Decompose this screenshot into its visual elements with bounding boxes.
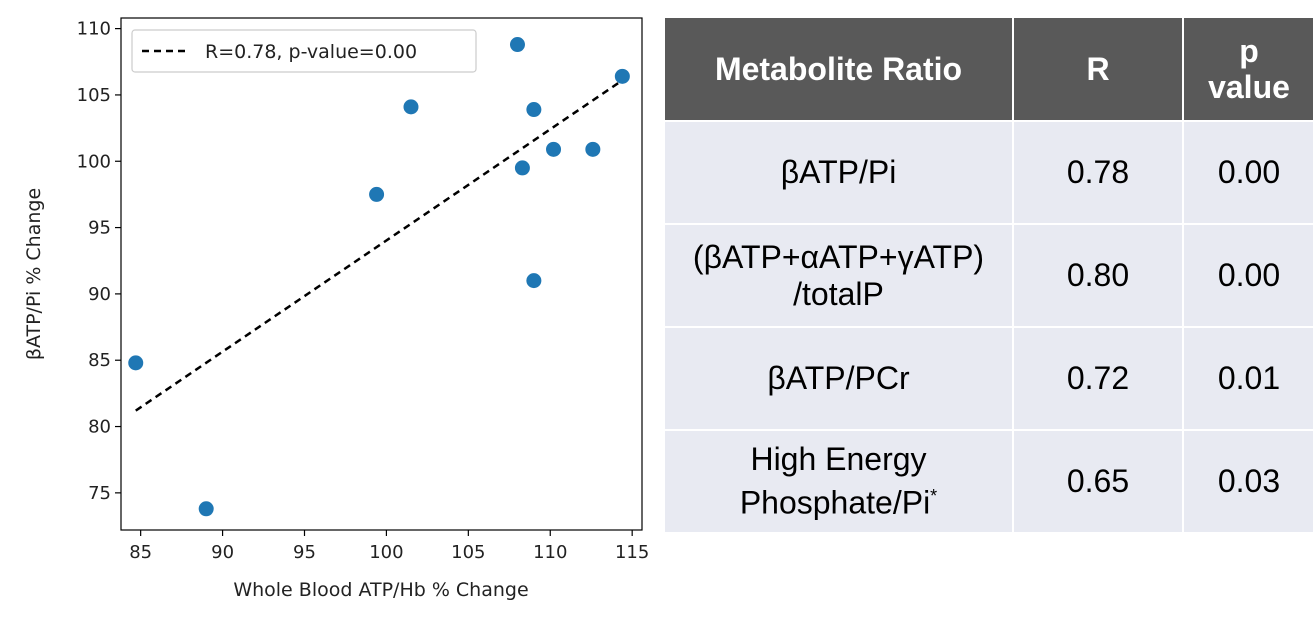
r-cell: 0.80 <box>1013 223 1184 327</box>
ratio-text: βATP/Pi <box>780 154 897 190</box>
header-p-value: p value <box>1183 18 1313 121</box>
y-axis-ticks: 75 80 85 90 95 100 105 110 <box>77 19 121 504</box>
p-cell: 0.00 <box>1183 223 1313 327</box>
scatter-point <box>198 501 214 517</box>
scatter-point <box>614 68 630 84</box>
x-tick-label: 105 <box>451 542 485 563</box>
legend: R=0.78, p-value=0.00 <box>131 29 477 73</box>
scatter-point <box>403 99 419 115</box>
x-tick-label: 85 <box>129 542 152 563</box>
r-cell: 0.72 <box>1013 326 1184 430</box>
y-tick-label: 80 <box>88 417 111 438</box>
ratio-cell: βATP/PCr <box>665 326 1014 430</box>
table-row: βATP/PCr 0.72 0.01 <box>665 326 1313 430</box>
y-tick-label: 105 <box>77 85 111 106</box>
x-tick-label: 100 <box>369 542 403 563</box>
correlation-table: Metabolite Ratio R p value βATP/Pi 0.78 … <box>665 18 1313 532</box>
table-row: βATP/Pi 0.78 0.00 <box>665 120 1313 224</box>
scatter-point <box>509 37 525 53</box>
table-header-row: Metabolite Ratio R p value <box>665 18 1313 121</box>
fit-line <box>135 79 624 412</box>
r-cell: 0.65 <box>1013 429 1184 532</box>
ratio-text: (βATP+αATP+γATP) <box>692 238 985 275</box>
ratio-text-line2: /totalP <box>793 275 884 312</box>
x-axis-ticks: 85 90 95 100 105 110 115 <box>129 530 649 563</box>
y-tick-label: 95 <box>88 218 111 239</box>
correlation-table-container: Metabolite Ratio R p value βATP/Pi 0.78 … <box>665 18 1313 532</box>
table-row: High Energy Phosphate/Pi* 0.65 0.03 <box>665 429 1313 532</box>
plot-frame <box>120 17 643 531</box>
table-row: (βATP+αATP+γATP) /totalP 0.80 0.00 <box>665 223 1313 327</box>
ratio-cell: (βATP+αATP+γATP) /totalP <box>665 223 1014 327</box>
legend-box <box>131 29 477 73</box>
y-axis-label: βATP/Pi % Change <box>23 188 45 360</box>
x-tick-label: 90 <box>211 542 234 563</box>
y-tick-label: 110 <box>77 19 111 40</box>
ratio-text: βATP/PCr <box>767 360 910 396</box>
scatter-chart: 85 90 95 100 105 110 115 75 80 85 90 95 100 105 110 W… <box>23 17 649 601</box>
fit-line-layer <box>135 79 624 412</box>
header-p-value-text: p value <box>1208 33 1290 105</box>
footnote-marker: * <box>930 486 938 507</box>
p-cell: 0.01 <box>1183 326 1313 430</box>
ratio-text-line2-wrap: Phosphate/Pi* <box>665 478 1012 522</box>
scatter-point <box>369 186 385 202</box>
scatter-point <box>514 160 530 176</box>
scatter-point <box>526 102 542 118</box>
scatter-point <box>128 355 144 371</box>
y-tick-label: 100 <box>77 151 111 172</box>
y-tick-label: 85 <box>88 350 111 371</box>
x-tick-label: 95 <box>293 542 316 563</box>
plot-area <box>120 17 643 531</box>
p-cell: 0.03 <box>1183 429 1313 532</box>
scatter-point <box>585 141 601 157</box>
ratio-cell: βATP/Pi <box>665 120 1014 224</box>
p-cell: 0.00 <box>1183 120 1313 224</box>
x-tick-label: 110 <box>533 542 567 563</box>
ratio-text-line2: Phosphate/Pi <box>739 484 931 521</box>
legend-label: R=0.78, p-value=0.00 <box>205 41 417 63</box>
header-metabolite-ratio: Metabolite Ratio <box>665 18 1014 121</box>
ratio-text: High Energy <box>750 441 927 478</box>
y-tick-label: 90 <box>88 284 111 305</box>
header-r: R <box>1013 18 1184 121</box>
x-axis-label: Whole Blood ATP/Hb % Change <box>233 579 528 601</box>
r-cell: 0.78 <box>1013 120 1184 224</box>
scatter-point <box>546 141 562 157</box>
y-tick-label: 75 <box>88 483 111 504</box>
points-layer <box>128 37 630 517</box>
ratio-cell: High Energy Phosphate/Pi* <box>665 429 1014 532</box>
scatter-point <box>526 273 542 289</box>
x-tick-label: 115 <box>615 542 649 563</box>
